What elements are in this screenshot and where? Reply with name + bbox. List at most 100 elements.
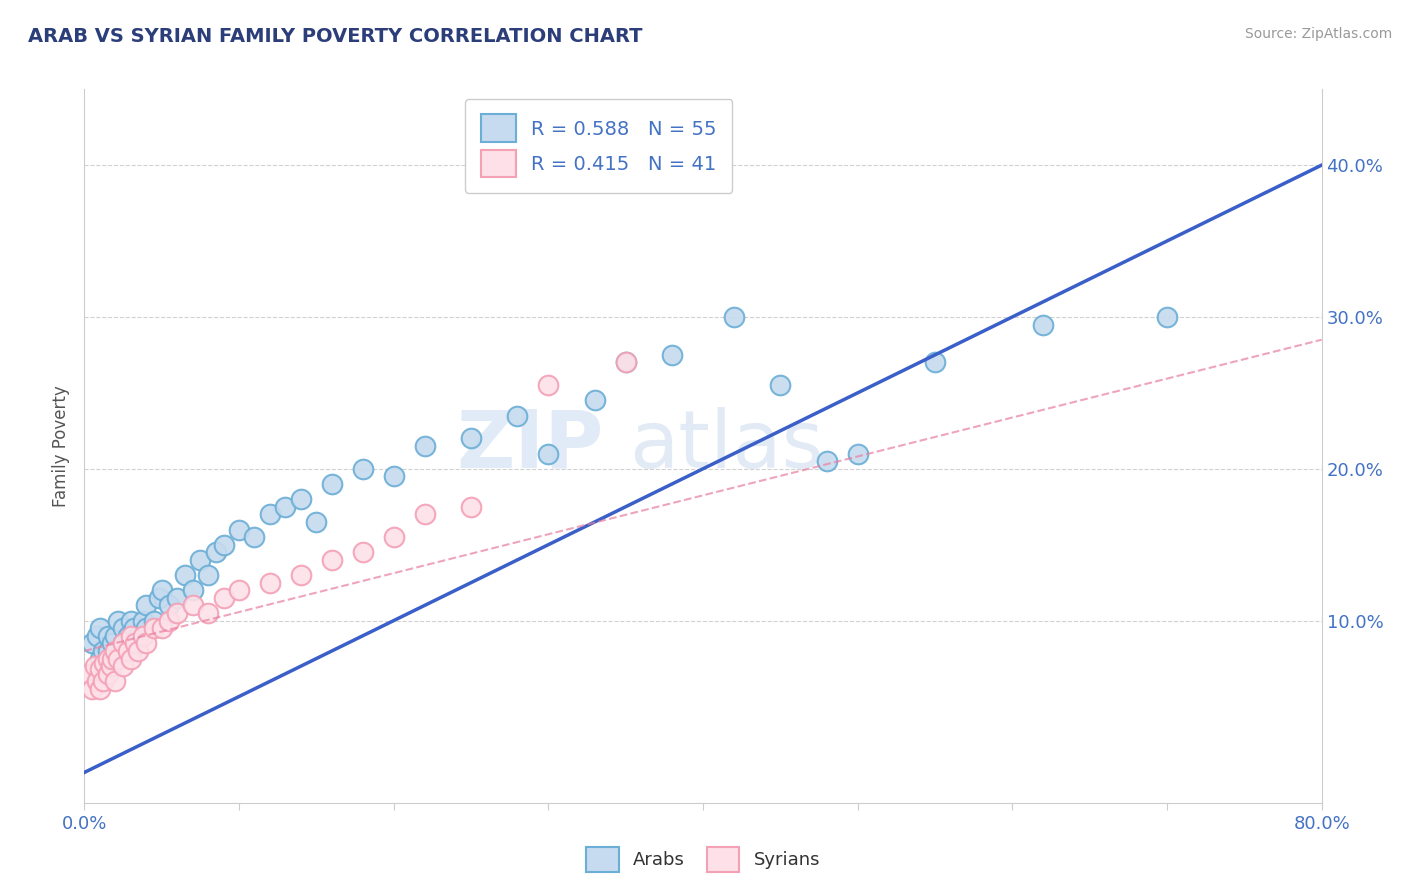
Point <box>924 355 946 369</box>
Point <box>506 409 529 423</box>
Point <box>82 636 104 650</box>
Point <box>120 629 142 643</box>
Point <box>82 681 104 696</box>
Point <box>107 651 129 665</box>
Point <box>321 477 343 491</box>
Point <box>86 629 108 643</box>
Y-axis label: Family Poverty: Family Poverty <box>52 385 70 507</box>
Point <box>112 621 135 635</box>
Point <box>132 629 155 643</box>
Point <box>614 355 637 369</box>
Point <box>91 644 114 658</box>
Point <box>112 636 135 650</box>
Point <box>120 651 142 665</box>
Point <box>101 636 124 650</box>
Point <box>166 591 188 605</box>
Point <box>96 644 118 658</box>
Point <box>135 621 157 635</box>
Text: ZIP: ZIP <box>457 407 605 485</box>
Legend: Arabs, Syrians: Arabs, Syrians <box>572 832 834 887</box>
Text: atlas: atlas <box>628 407 823 485</box>
Point <box>91 674 114 689</box>
Point <box>135 599 157 613</box>
Point <box>112 636 135 650</box>
Point <box>148 591 170 605</box>
Point <box>243 530 266 544</box>
Point <box>188 553 211 567</box>
Point <box>96 666 118 681</box>
Point <box>352 545 374 559</box>
Point <box>112 659 135 673</box>
Point <box>460 500 482 514</box>
Point <box>143 621 166 635</box>
Point <box>413 508 436 522</box>
Point <box>132 614 155 628</box>
Point <box>259 508 281 522</box>
Point <box>661 348 683 362</box>
Point <box>537 378 560 392</box>
Point <box>127 644 149 658</box>
Point <box>143 614 166 628</box>
Point <box>321 553 343 567</box>
Point <box>117 644 139 658</box>
Point <box>197 606 219 620</box>
Text: Source: ZipAtlas.com: Source: ZipAtlas.com <box>1244 27 1392 41</box>
Point <box>89 621 111 635</box>
Point <box>89 651 111 665</box>
Point <box>124 636 146 650</box>
Point <box>413 439 436 453</box>
Point <box>197 568 219 582</box>
Point <box>614 355 637 369</box>
Point <box>583 393 606 408</box>
Text: ARAB VS SYRIAN FAMILY POVERTY CORRELATION CHART: ARAB VS SYRIAN FAMILY POVERTY CORRELATIO… <box>28 27 643 45</box>
Point <box>228 523 250 537</box>
Point <box>104 674 127 689</box>
Point <box>290 568 312 582</box>
Point <box>150 583 173 598</box>
Point <box>89 681 111 696</box>
Point <box>259 575 281 590</box>
Point <box>174 568 197 582</box>
Point <box>86 674 108 689</box>
Point <box>274 500 297 514</box>
Point <box>127 629 149 643</box>
Point <box>723 310 745 324</box>
Point <box>107 614 129 628</box>
Point <box>769 378 792 392</box>
Point <box>89 662 111 676</box>
Point <box>352 462 374 476</box>
Point <box>104 651 127 665</box>
Point <box>1032 318 1054 332</box>
Point <box>181 599 204 613</box>
Point <box>135 636 157 650</box>
Point <box>122 621 145 635</box>
Point <box>77 666 100 681</box>
Point <box>382 469 405 483</box>
Point <box>537 447 560 461</box>
Point <box>150 621 173 635</box>
Point <box>1156 310 1178 324</box>
Point <box>101 651 124 665</box>
Point <box>382 530 405 544</box>
Point <box>460 431 482 445</box>
Point <box>120 644 142 658</box>
Point <box>815 454 838 468</box>
Point <box>205 545 228 559</box>
Point <box>846 447 869 461</box>
Point <box>181 583 204 598</box>
Point <box>120 614 142 628</box>
Point <box>104 629 127 643</box>
Point <box>159 599 180 613</box>
Point <box>96 629 118 643</box>
Point <box>212 538 235 552</box>
Point <box>212 591 235 605</box>
Point <box>117 629 139 643</box>
Point <box>84 659 107 673</box>
Point <box>96 651 118 665</box>
Point <box>228 583 250 598</box>
Point <box>100 659 122 673</box>
Point <box>93 656 115 670</box>
Point <box>159 614 180 628</box>
Point <box>290 492 312 507</box>
Point <box>305 515 328 529</box>
